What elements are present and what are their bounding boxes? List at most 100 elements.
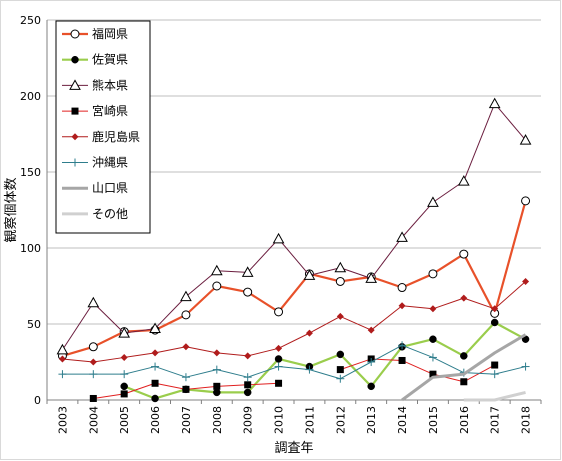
data-point bbox=[244, 381, 252, 389]
data-point bbox=[396, 231, 408, 242]
x-tick-label: 2018 bbox=[520, 406, 533, 434]
series-6 bbox=[58, 341, 530, 383]
data-point bbox=[491, 361, 499, 369]
y-tick-label: 250 bbox=[20, 14, 41, 27]
x-tick-label: 2014 bbox=[396, 406, 409, 434]
data-point bbox=[274, 307, 284, 317]
data-point bbox=[151, 379, 159, 387]
data-point bbox=[398, 341, 407, 350]
data-point bbox=[491, 305, 499, 313]
data-point bbox=[336, 374, 345, 383]
data-point bbox=[429, 335, 437, 343]
data-point bbox=[521, 362, 530, 371]
x-tick-label: 2004 bbox=[87, 406, 100, 434]
data-point bbox=[182, 343, 190, 351]
x-tick-label: 2012 bbox=[334, 406, 347, 434]
series-8 bbox=[463, 390, 526, 402]
data-point bbox=[367, 358, 376, 366]
data-point bbox=[519, 134, 532, 145]
y-tick-label: 0 bbox=[34, 394, 41, 407]
data-point bbox=[428, 269, 438, 279]
data-point bbox=[58, 355, 66, 363]
x-tick-label: 2006 bbox=[149, 406, 162, 434]
data-point bbox=[398, 302, 406, 310]
data-point bbox=[88, 342, 98, 352]
series-3 bbox=[56, 97, 532, 355]
data-point bbox=[210, 264, 223, 276]
data-point bbox=[151, 394, 159, 403]
series-line bbox=[62, 281, 526, 363]
data-point bbox=[367, 382, 375, 391]
data-point bbox=[398, 356, 406, 364]
legend-label: 山口県 bbox=[92, 181, 128, 195]
y-tick-label: 200 bbox=[20, 90, 41, 103]
data-point bbox=[151, 349, 159, 357]
data-point bbox=[120, 390, 128, 398]
legend-marker bbox=[71, 158, 79, 167]
data-point bbox=[305, 365, 314, 374]
y-tick-label: 150 bbox=[20, 166, 41, 179]
data-point bbox=[397, 283, 407, 293]
data-point bbox=[243, 373, 252, 382]
data-point bbox=[180, 290, 192, 302]
data-point bbox=[212, 281, 222, 291]
legend-item: 福岡県 bbox=[62, 26, 128, 41]
y-axis-title: 観察個体数 bbox=[4, 177, 19, 242]
data-point bbox=[213, 349, 221, 357]
data-point bbox=[305, 329, 313, 337]
data-point bbox=[335, 276, 345, 286]
data-point bbox=[274, 362, 283, 371]
y-tick-label: 100 bbox=[20, 242, 41, 255]
x-tick-label: 2007 bbox=[180, 406, 193, 434]
data-point bbox=[488, 97, 501, 109]
x-tick-label: 2013 bbox=[365, 406, 378, 434]
data-point bbox=[181, 373, 190, 382]
data-point bbox=[336, 312, 344, 320]
legend-marker bbox=[71, 55, 79, 64]
data-point bbox=[241, 266, 254, 277]
data-point bbox=[243, 287, 253, 297]
data-point bbox=[459, 249, 469, 259]
x-tick-label: 2015 bbox=[427, 406, 440, 434]
data-point bbox=[460, 294, 468, 302]
data-point bbox=[212, 365, 221, 374]
legend-marker bbox=[71, 133, 79, 141]
x-tick-label: 2011 bbox=[303, 406, 316, 434]
legend-item: 鹿児島県 bbox=[62, 129, 140, 144]
data-point bbox=[336, 366, 344, 374]
series-2 bbox=[120, 318, 530, 403]
x-tick-label: 2008 bbox=[211, 406, 224, 434]
series-line bbox=[62, 344, 526, 380]
series-4 bbox=[89, 355, 499, 402]
series-7 bbox=[401, 333, 527, 402]
x-tick-label: 2005 bbox=[118, 406, 131, 434]
legend-marker bbox=[71, 107, 79, 115]
legend-marker bbox=[69, 79, 81, 90]
data-point bbox=[303, 269, 316, 280]
legend-label: 沖縄県 bbox=[92, 155, 128, 170]
data-point bbox=[334, 261, 347, 273]
data-point bbox=[428, 353, 437, 362]
legend-label: 熊本県 bbox=[92, 77, 128, 92]
data-point bbox=[275, 344, 283, 352]
data-point bbox=[460, 352, 468, 360]
data-point bbox=[490, 318, 499, 327]
legend-item: 熊本県 bbox=[62, 77, 128, 92]
legend-label: 宮崎県 bbox=[92, 103, 128, 118]
x-tick-label: 2003 bbox=[56, 406, 69, 434]
data-point bbox=[120, 353, 128, 361]
data-point bbox=[275, 379, 283, 387]
data-point bbox=[490, 370, 499, 379]
data-point bbox=[272, 232, 285, 244]
data-point bbox=[120, 382, 128, 391]
series-5 bbox=[58, 277, 530, 366]
data-point bbox=[89, 370, 98, 379]
legend-box bbox=[55, 20, 151, 234]
data-point bbox=[522, 277, 530, 285]
data-point bbox=[336, 350, 345, 359]
legend-item: 山口県 bbox=[62, 181, 128, 195]
legend-item: 宮崎県 bbox=[62, 103, 128, 118]
